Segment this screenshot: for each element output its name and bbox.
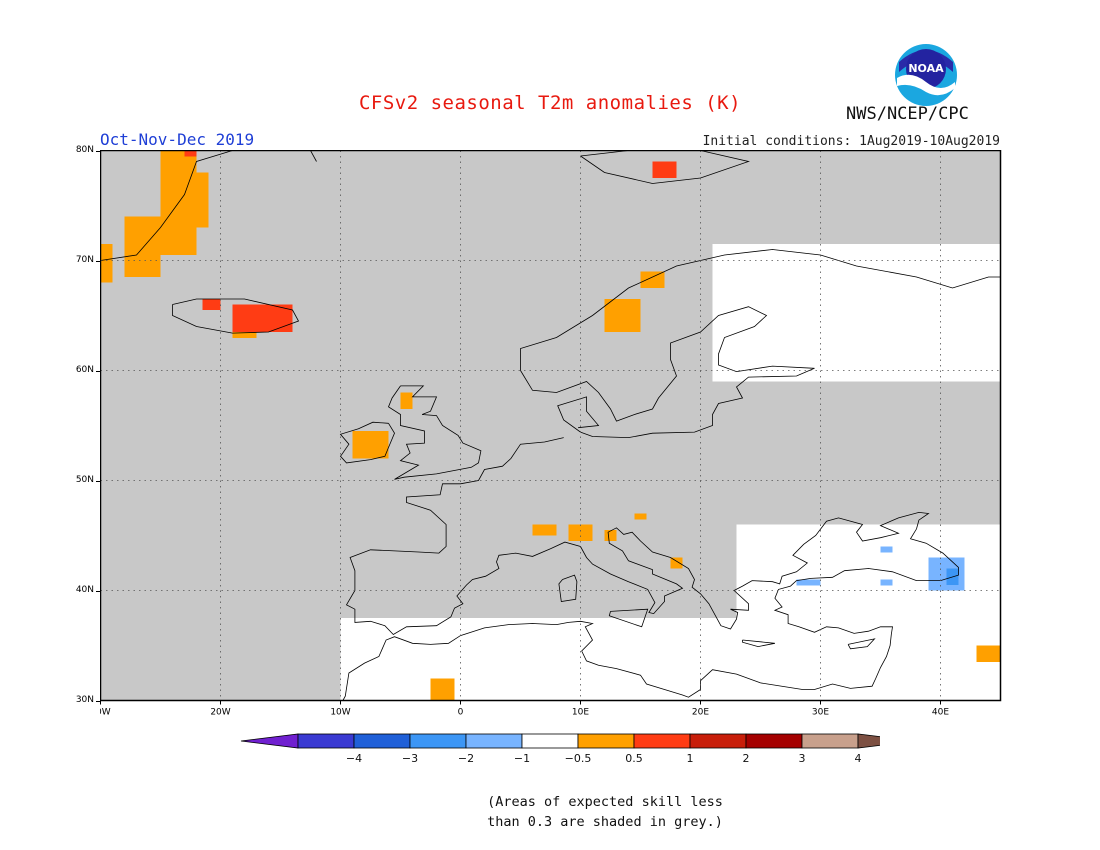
legend-label: −1 xyxy=(514,752,530,765)
legend-label: 1 xyxy=(687,752,694,765)
x-tick-label: 0 xyxy=(458,708,464,718)
legend-label: −0.5 xyxy=(565,752,592,765)
legend-swatch xyxy=(353,733,411,749)
grid-layer xyxy=(100,150,1001,701)
y-tick-label: 40N xyxy=(75,584,94,595)
anomaly-cell xyxy=(100,244,113,283)
anomaly-cell xyxy=(430,678,455,701)
chart-title: CFSv2 seasonal T2m anomalies (K) xyxy=(358,92,742,114)
anomaly-map: 30W 20W 10W 0 10E 20E 30E 40E xyxy=(100,150,1002,718)
legend-swatch xyxy=(745,733,803,749)
y-tick-label: 60N xyxy=(75,364,94,375)
y-tick-label: 70N xyxy=(75,254,94,265)
legend-swatch xyxy=(465,733,523,749)
near-normal-area xyxy=(712,244,1001,382)
y-tick-mark xyxy=(96,481,100,482)
coastline xyxy=(100,150,233,261)
anomaly-cell xyxy=(196,172,209,228)
legend-swatch xyxy=(521,733,579,749)
legend-label: −2 xyxy=(458,752,474,765)
y-tick-mark xyxy=(96,261,100,262)
x-tick-label: 30E xyxy=(812,708,829,718)
legend-label: 4 xyxy=(855,752,862,765)
legend-swatch xyxy=(689,733,747,749)
anomaly-cell xyxy=(532,524,557,536)
legend-label: 0.5 xyxy=(625,752,643,765)
anomaly-cell xyxy=(352,431,389,459)
anomaly-cell xyxy=(796,579,821,586)
y-tick-label: 80N xyxy=(75,144,94,155)
near-normal-area xyxy=(736,524,1001,701)
legend-swatch xyxy=(801,733,859,749)
axis-labels: 30W 20W 10W 0 10E 20E 30E 40E xyxy=(100,700,949,718)
map-fill-layer xyxy=(100,150,1001,701)
x-tick-label: 20E xyxy=(692,708,709,718)
coastline xyxy=(608,608,649,628)
x-tick-label: 10E xyxy=(572,708,589,718)
anomaly-cell xyxy=(652,161,677,178)
legend-label: −4 xyxy=(346,752,362,765)
coastline xyxy=(388,385,482,480)
legend-arrow-left xyxy=(240,733,299,749)
x-tick-label: 30W xyxy=(100,708,111,718)
y-tick-mark xyxy=(96,151,100,152)
anomaly-cell xyxy=(184,150,197,157)
y-tick-mark xyxy=(96,701,100,702)
forecast-period: Oct-Nov-Dec 2019 xyxy=(100,130,255,149)
legend-swatch xyxy=(633,733,691,749)
skill-note-line-1: (Areas of expected skill less xyxy=(487,794,723,810)
legend-arrow-right xyxy=(857,733,880,749)
legend-label: 3 xyxy=(799,752,806,765)
anomaly-cell xyxy=(880,546,893,553)
coastline xyxy=(342,437,959,701)
y-tick-mark xyxy=(96,371,100,372)
anomaly-cell xyxy=(976,645,1001,662)
coastline xyxy=(339,421,395,464)
coastline xyxy=(847,638,876,650)
coastline xyxy=(520,249,1001,371)
x-tick-label: 40E xyxy=(932,708,949,718)
skill-note: (Areas of expected skill less than 0.3 a… xyxy=(420,792,790,832)
y-tick-label: 50N xyxy=(75,474,94,485)
initial-conditions: Initial conditions: 1Aug2019-10Aug2019 xyxy=(702,134,1000,149)
logo-text: NOAA xyxy=(908,62,944,75)
anomaly-cell xyxy=(634,513,647,520)
anomaly-cell xyxy=(232,304,293,332)
y-tick-label: 30N xyxy=(75,694,94,705)
coastline-layer xyxy=(100,150,1001,701)
anomaly-cell xyxy=(124,216,161,277)
legend-label: 2 xyxy=(743,752,750,765)
legend-swatch xyxy=(577,733,635,749)
anomaly-cell xyxy=(604,530,617,541)
coastline xyxy=(742,639,775,648)
skill-note-line-2: than 0.3 are shaded in grey.) xyxy=(487,814,723,830)
noaa-logo-icon: NOAA xyxy=(895,44,957,106)
legend-swatch xyxy=(409,733,467,749)
x-tick-label: 20W xyxy=(210,708,230,718)
anomaly-cell xyxy=(400,392,413,409)
x-tick-label: 10W xyxy=(330,708,350,718)
legend-swatch xyxy=(297,733,355,749)
y-tick-mark xyxy=(96,591,100,592)
coastline xyxy=(520,306,815,439)
anomaly-cell xyxy=(640,271,665,288)
anomaly-cell xyxy=(568,524,593,541)
anomaly-cell xyxy=(202,299,221,310)
coastline xyxy=(558,574,578,602)
legend-label: −3 xyxy=(402,752,418,765)
color-legend: −4 −3 −2 −1 −0.5 0.5 1 2 3 4 xyxy=(240,733,880,765)
near-normal-area xyxy=(340,618,737,701)
anomaly-cell xyxy=(670,557,683,569)
map-frame xyxy=(100,150,1002,702)
anomaly-cell xyxy=(232,332,257,338)
anomaly-cell xyxy=(604,299,641,332)
anomaly-cell xyxy=(880,579,893,586)
agency-label: NWS/NCEP/CPC xyxy=(846,104,969,124)
